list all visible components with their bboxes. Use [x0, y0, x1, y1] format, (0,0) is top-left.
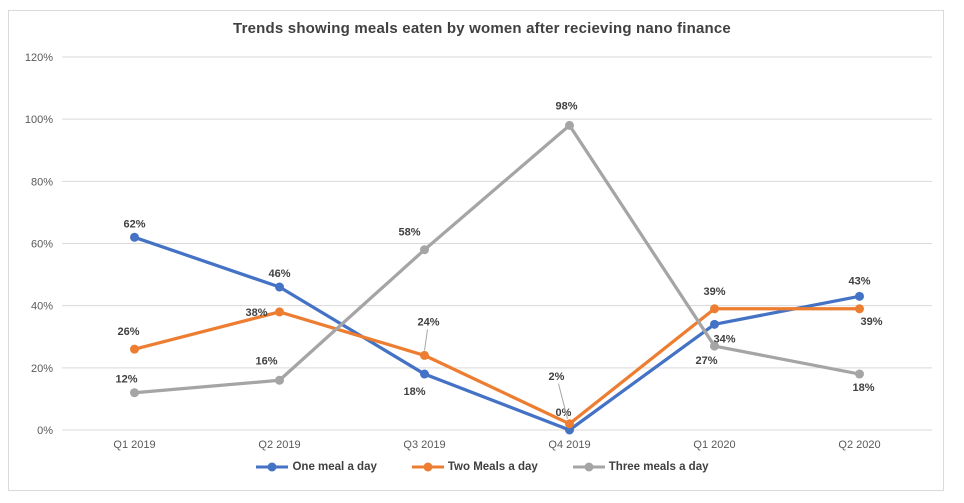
- data-point-marker: [130, 344, 139, 354]
- data-point-marker: [855, 304, 864, 314]
- y-tick-label: 20%: [31, 363, 53, 375]
- data-point-label: 12%: [115, 374, 137, 386]
- data-point-label: 16%: [255, 355, 277, 367]
- data-point-label: 0%: [556, 407, 572, 419]
- data-point-label: 27%: [695, 355, 717, 367]
- series-line-2: [132, 307, 862, 426]
- y-tick-label: 60%: [31, 239, 53, 251]
- data-point-marker: [275, 375, 284, 385]
- chart-frame: [8, 10, 944, 491]
- data-point-marker: [420, 369, 429, 379]
- data-point-marker: [565, 419, 574, 429]
- data-point-label: 18%: [852, 382, 874, 394]
- data-point-marker: [565, 425, 574, 435]
- data-point-marker: [565, 120, 574, 130]
- data-point-label: 58%: [398, 227, 420, 239]
- x-axis-label: Q1 2020: [693, 439, 735, 451]
- x-axis-label: Q2 2020: [838, 439, 880, 451]
- y-tick-label: 100%: [25, 114, 53, 126]
- data-point-marker: [710, 304, 719, 314]
- data-point-marker: [710, 319, 719, 329]
- data-point-label: 2%: [549, 371, 565, 383]
- legend-item-1: One meal a day: [255, 461, 377, 473]
- data-point-marker: [855, 369, 864, 379]
- chart-title: Trends showing meals eaten by women afte…: [233, 20, 731, 37]
- x-axis-label: Q1 2019: [113, 439, 155, 451]
- data-point-marker: [130, 232, 139, 242]
- series-line-1: [132, 235, 862, 432]
- data-point-label: 34%: [713, 333, 735, 345]
- data-point-label: 98%: [555, 100, 577, 112]
- x-axis-label: Q4 2019: [548, 439, 590, 451]
- legend-marker-icon: [256, 462, 289, 472]
- data-point-label: 43%: [848, 275, 870, 287]
- data-point-marker: [420, 350, 429, 360]
- label-leader-line: [424, 329, 428, 351]
- data-point-label: 62%: [123, 218, 145, 230]
- legend-label: Three meals a day: [608, 461, 709, 473]
- data-point-marker: [130, 388, 139, 398]
- data-point-marker: [710, 341, 719, 351]
- x-axis-label: Q2 2019: [258, 439, 300, 451]
- series-line-3: [132, 123, 862, 395]
- y-tick-label: 0%: [37, 425, 53, 437]
- y-tick-label: 40%: [31, 301, 53, 313]
- label-leader-line: [558, 383, 568, 419]
- chart-legend: One meal a day Two Meals a day Three meals…: [0, 461, 964, 473]
- data-point-label: 26%: [117, 326, 139, 338]
- legend-marker-icon: [572, 462, 605, 472]
- legend-label: One meal a day: [292, 461, 377, 473]
- legend-item-2: Two Meals a day: [411, 461, 538, 473]
- legend-marker-icon: [411, 462, 444, 472]
- data-point-label: 18%: [403, 386, 425, 398]
- data-point-marker: [275, 307, 284, 317]
- data-point-label: 46%: [268, 268, 290, 280]
- data-point-label: 39%: [703, 286, 725, 298]
- y-tick-label: 120%: [25, 52, 53, 64]
- data-point-marker: [420, 245, 429, 255]
- data-point-label: 24%: [417, 316, 439, 328]
- x-axis-label: Q3 2019: [403, 439, 445, 451]
- data-point-label: 38%: [245, 307, 267, 319]
- legend-label: Two Meals a day: [447, 461, 538, 473]
- data-point-marker: [275, 282, 284, 292]
- legend-item-3: Three meals a day: [572, 461, 709, 473]
- y-tick-label: 80%: [31, 176, 53, 188]
- data-point-label: 39%: [860, 316, 882, 328]
- data-point-marker: [855, 291, 864, 301]
